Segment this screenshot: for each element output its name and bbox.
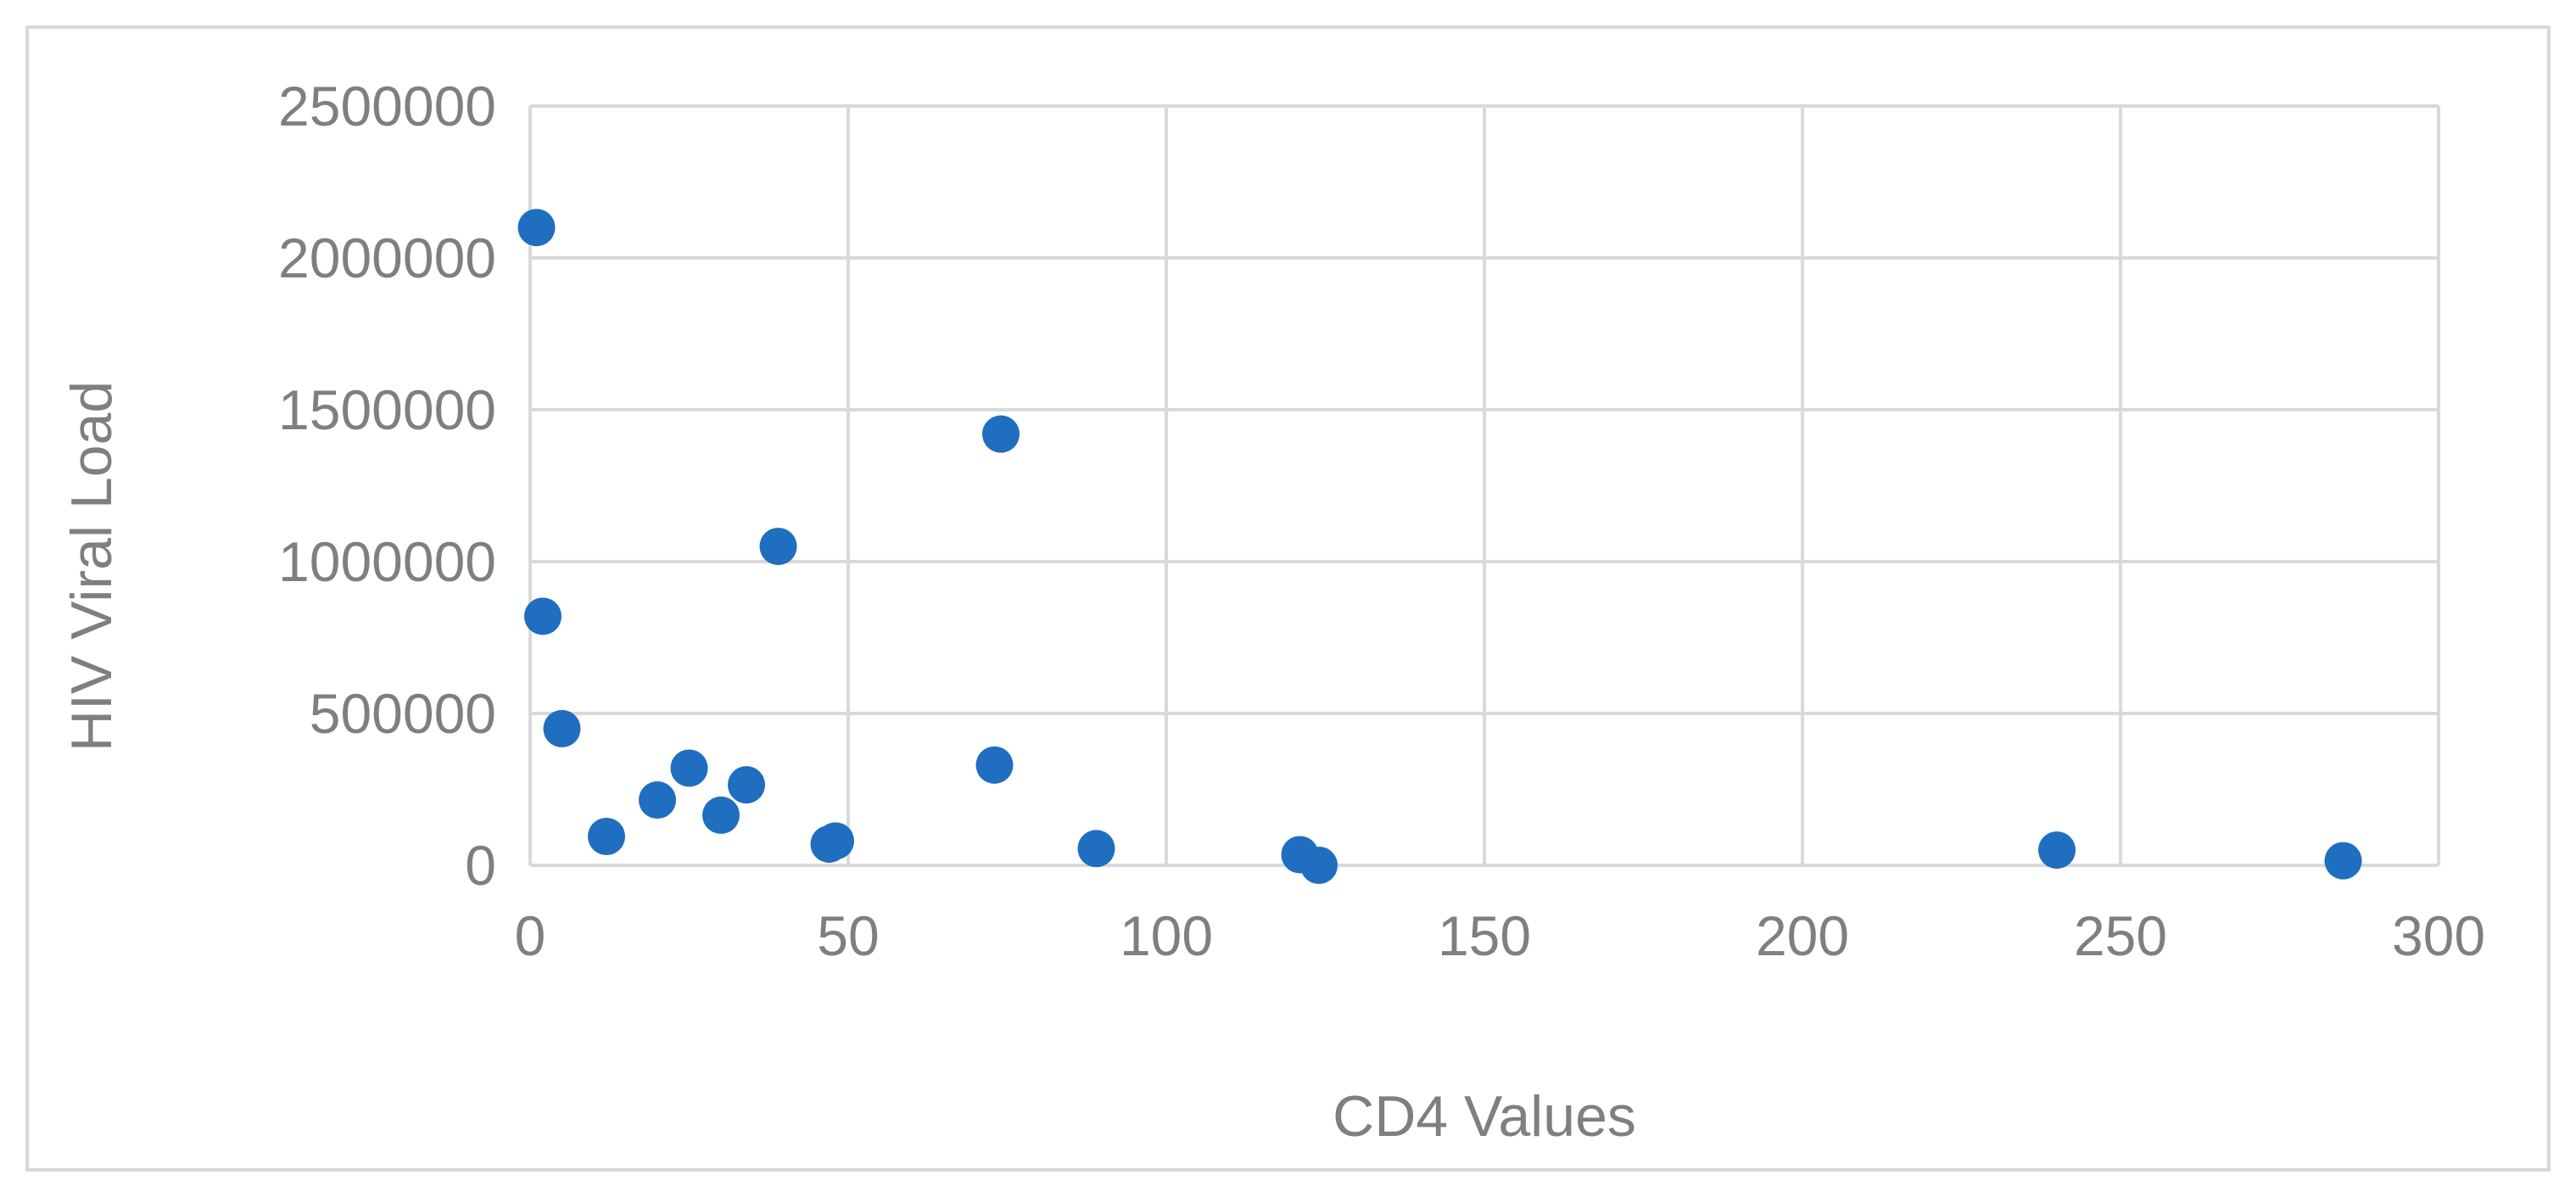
data-point [2038,831,2076,870]
x-tick-label: 300 [2392,904,2485,967]
data-point [639,781,676,819]
data-point [543,709,581,747]
data-point [670,749,708,787]
scatter-chart: 0 500000 1000000 1500000 2000000 2500000 0 50 10… [59,75,2485,1149]
data-point [1300,847,1338,884]
x-axis-title: CD4 Values [1333,1084,1636,1149]
x-tick-label: 50 [817,904,879,967]
y-tick-label: 0 [465,834,496,897]
data-point [728,766,765,804]
data-point [1077,830,1115,868]
y-tick-label: 2500000 [278,75,496,137]
chart-frame: 0 500000 1000000 1500000 2000000 2500000 0 50 10… [25,25,2551,1172]
y-tick-label: 1500000 [278,378,496,441]
data-point [524,597,562,635]
x-tick-label: 0 [515,904,546,967]
data-points [517,209,2362,884]
data-point [2324,842,2362,880]
x-tick-label: 100 [1120,904,1213,967]
tick-labels: 0 500000 1000000 1500000 2000000 2500000 0 50 10… [278,75,2485,967]
data-point [517,209,556,247]
data-point [759,528,797,566]
data-point [817,822,854,860]
x-tick-label: 200 [1756,904,1849,967]
data-point [982,415,1020,453]
data-point [975,746,1014,784]
y-tick-label: 2000000 [278,227,496,289]
data-point [588,817,625,855]
x-tick-label: 150 [1438,904,1531,967]
y-tick-label: 1000000 [278,530,496,593]
y-tick-label: 500000 [310,682,496,745]
y-axis-title: HIV Viral Load [59,381,124,752]
gridlines [528,104,2440,865]
x-tick-label: 250 [2074,904,2167,967]
data-point [702,796,740,834]
